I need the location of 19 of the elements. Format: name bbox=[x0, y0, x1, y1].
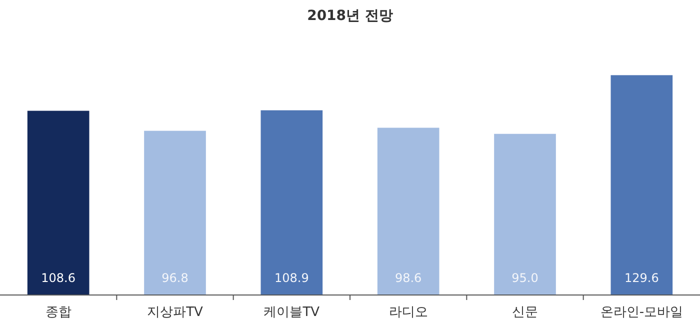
bar bbox=[144, 130, 206, 295]
bar bbox=[27, 110, 90, 295]
x-tick-label: 지상파TV bbox=[147, 305, 204, 320]
x-tick-label: 온라인-모바일 bbox=[600, 305, 684, 320]
data-label: 129.6 bbox=[624, 271, 659, 285]
data-label: 108.6 bbox=[41, 271, 76, 285]
x-tick-label: 신문 bbox=[512, 305, 538, 320]
data-label: 98.6 bbox=[394, 271, 422, 285]
chart-title: 2018년 전망 bbox=[307, 8, 393, 24]
data-label: 108.9 bbox=[274, 271, 309, 285]
x-tick-label: 종합 bbox=[45, 305, 72, 320]
bar bbox=[610, 75, 673, 295]
x-tick-label: 라디오 bbox=[388, 305, 428, 320]
data-label: 95.0 bbox=[512, 271, 538, 285]
bar bbox=[494, 134, 556, 295]
bar bbox=[377, 128, 440, 295]
x-tick-label: 케이블TV bbox=[264, 305, 320, 320]
bar bbox=[260, 110, 323, 295]
data-label: 96.8 bbox=[162, 271, 188, 285]
